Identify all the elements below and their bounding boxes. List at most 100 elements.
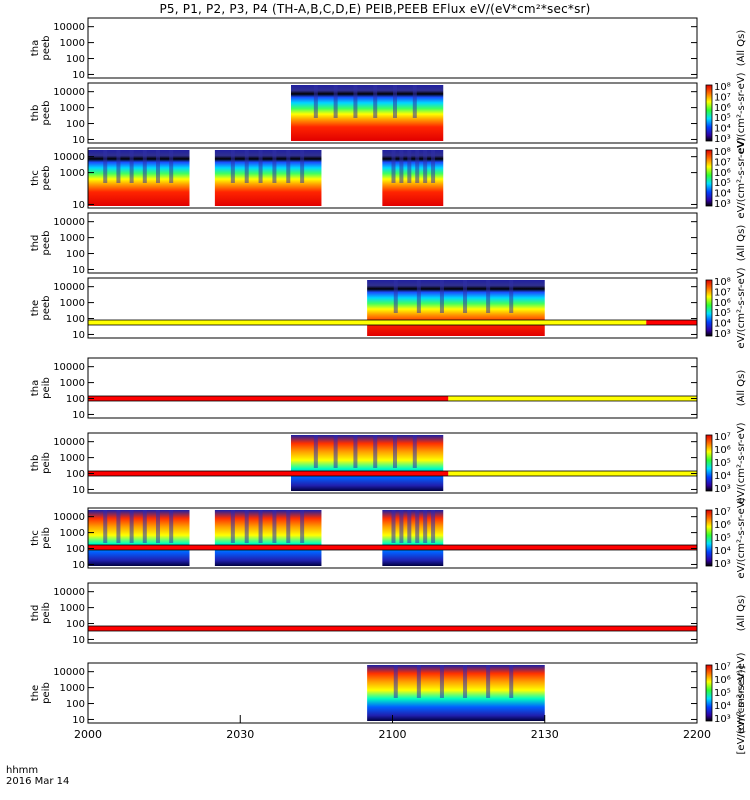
colorbar-tick-label: 10⁶ — [714, 445, 731, 456]
spectrogram-stripe — [439, 280, 444, 313]
spectrogram-stripe — [463, 280, 468, 313]
mode-bar-segment — [448, 471, 697, 476]
panel-frame — [87, 212, 698, 274]
y-tick-label: 10000 — [53, 217, 85, 228]
mode-bar-frame — [87, 625, 698, 632]
spectrogram-stripe — [286, 150, 291, 183]
panel-label-line: thb — [30, 455, 41, 472]
panel-label-line: peeb — [41, 231, 52, 256]
panel-label: tha peib — [30, 377, 52, 399]
colorbar-tick-label: 10⁴ — [714, 319, 731, 330]
colorbar-label: (All Qs) — [736, 595, 747, 632]
panel-label-line: thb — [30, 105, 41, 122]
panel-label-line: the — [30, 685, 41, 701]
colorbar-tick-label: 10³ — [714, 559, 731, 570]
y-tick-label: 10000 — [53, 667, 85, 678]
y-tick-label: 10 — [72, 410, 85, 421]
y-tick-label: 10000 — [53, 282, 85, 293]
panel-label-line: thd — [30, 605, 41, 622]
colorbar-tick-label: 10⁵ — [714, 688, 731, 699]
colorbar-label: eV/(cm²-s-sr-eV) — [736, 497, 747, 578]
y-tick-label: 10 — [72, 485, 85, 496]
mode-bar-frame — [87, 395, 698, 402]
mode-bar-segment — [646, 320, 697, 325]
colorbar-tick-label: 10⁵ — [714, 458, 731, 469]
y-tick-label: 1000 — [60, 683, 85, 694]
colorbar-tick-label: 10⁸ — [714, 82, 731, 93]
spectrogram-stripe — [142, 510, 147, 543]
spectrogram-stripe — [439, 665, 444, 698]
colorbar-tick-label: 10³ — [714, 134, 731, 145]
panel-frame — [87, 507, 698, 569]
colorbar-tick-label: 10⁶ — [714, 675, 731, 686]
colorbar-tick-label: 10⁷ — [714, 92, 731, 103]
mode-bar-segment — [88, 545, 697, 550]
spectrogram-stripe — [353, 435, 358, 468]
spectrogram-stripe — [373, 85, 378, 118]
colorbar-tick-label: 10⁸ — [714, 147, 731, 158]
spectrogram-stripe — [391, 150, 396, 183]
colorbar — [705, 149, 713, 207]
y-tick-label: 10 — [72, 200, 85, 211]
y-tick-label: 1000 — [60, 453, 85, 464]
spectrogram-stripe — [353, 85, 358, 118]
spectrogram-stripe — [415, 150, 420, 183]
time-axis-label: hhmm 2016 Mar 14 — [6, 765, 69, 787]
y-tick-label: 10 — [72, 560, 85, 571]
y-tick-label: 1000 — [60, 38, 85, 49]
mode-bar-segment — [88, 320, 647, 325]
colorbar-label: (All Qs) — [736, 30, 747, 67]
panel-label: thd peeb — [30, 231, 52, 256]
colorbar-tick-label: 10⁷ — [714, 432, 731, 443]
spectrogram-stripe — [399, 510, 404, 543]
y-tick-label: 100 — [66, 469, 85, 480]
spectrogram-stripe — [399, 150, 404, 183]
colorbar-tick-label: 10⁴ — [714, 701, 731, 712]
spectrogram-stripe — [393, 435, 398, 468]
y-tick-label: 100 — [66, 314, 85, 325]
colorbar-label: (All Qs) — [736, 370, 747, 407]
colorbar-label-text: eV/(cm²-s-sr-eV) — [736, 267, 747, 348]
spectrogram-stripe — [509, 665, 514, 698]
y-tick-label: 1000 — [60, 528, 85, 539]
spectrogram-stripe — [272, 150, 277, 183]
x-tick-label: 2130 — [531, 728, 559, 741]
mode-bar-frame — [87, 470, 698, 477]
colorbar — [705, 434, 713, 492]
y-tick-label: 100 — [66, 119, 85, 130]
spectrogram-stripe — [258, 150, 263, 183]
y-tick-label: 100 — [66, 249, 85, 260]
colorbar-units-text: [eV/(cm²-s-sr-eV)] — [736, 665, 747, 754]
y-tick-label: 10 — [72, 135, 85, 146]
spectrogram-stripe — [300, 150, 305, 183]
spectrogram-stripe — [116, 150, 121, 183]
panel-label: tha peeb — [30, 36, 52, 61]
panel-label-line: peib — [41, 452, 52, 474]
panel-label-line: peeb — [41, 296, 52, 321]
panel-label-line: peib — [41, 682, 52, 704]
spectrogram-stripe — [313, 435, 318, 468]
spectrogram-stripe — [230, 150, 235, 183]
panel-label-line: peeb — [41, 166, 52, 191]
colorbar-tick-label: 10⁴ — [714, 546, 731, 557]
colorbar-tick-label: 10⁷ — [714, 157, 731, 168]
spectrogram-stripe — [391, 510, 396, 543]
colorbar-tick-label: 10⁵ — [714, 113, 731, 124]
panel-label-line: peeb — [41, 36, 52, 61]
colorbar-tick-label: 10³ — [714, 329, 731, 340]
y-tick-label: 10000 — [53, 587, 85, 598]
panel-label: thb peib — [30, 452, 52, 474]
panel-label: thd peib — [30, 602, 52, 624]
spectrogram-stripe — [230, 510, 235, 543]
colorbar-label-text: (All Qs) — [736, 30, 747, 67]
y-tick-label: 1000 — [60, 298, 85, 309]
spectrogram-stripe — [333, 435, 338, 468]
spectrogram-stripe — [156, 510, 161, 543]
mode-bar-segment — [88, 626, 697, 631]
panel-frame — [87, 82, 698, 144]
x-tick-label: 2030 — [226, 728, 254, 741]
spectrogram-stripe — [407, 150, 412, 183]
spectrogram-stripe — [393, 665, 398, 698]
colorbar-tick-label: 10⁶ — [714, 103, 731, 114]
